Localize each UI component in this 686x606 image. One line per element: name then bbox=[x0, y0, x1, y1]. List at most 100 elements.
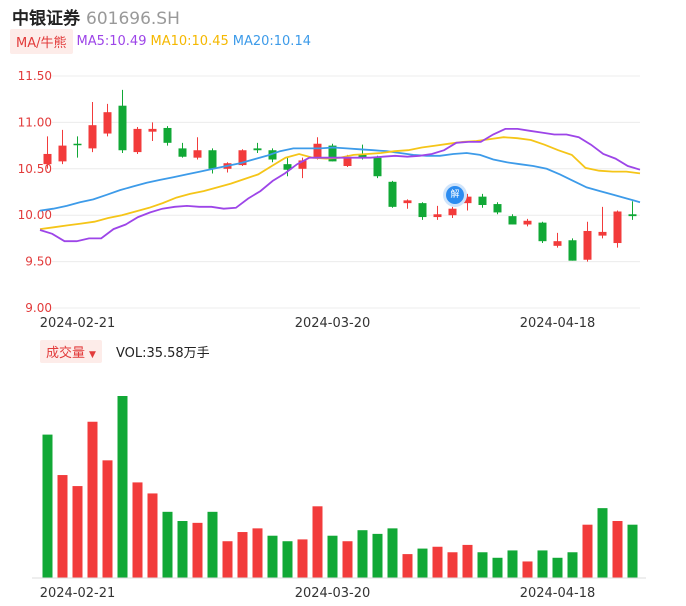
volume-bar bbox=[132, 482, 143, 578]
candle-body bbox=[43, 153, 52, 165]
candle-body bbox=[493, 204, 502, 213]
volume-bar bbox=[357, 530, 368, 578]
candle-body bbox=[283, 164, 292, 170]
volume-bar bbox=[462, 544, 473, 578]
volume-bar bbox=[597, 508, 608, 578]
candle-body bbox=[358, 154, 367, 158]
candle-body bbox=[628, 214, 637, 217]
candle-body bbox=[583, 230, 592, 260]
volume-legend: 成交量 ▼ VOL:35.58万手 bbox=[40, 339, 210, 363]
ma5-label: MA5:10.49 bbox=[76, 33, 147, 49]
volume-bar bbox=[417, 548, 428, 578]
volume-x-tick-label: 2024-03-20 bbox=[295, 586, 371, 601]
volume-bar bbox=[237, 532, 248, 578]
volume-bar bbox=[477, 552, 488, 578]
volume-x-tick-label: 2024-04-18 bbox=[520, 586, 596, 601]
candle-body bbox=[73, 143, 82, 146]
candle-body bbox=[58, 145, 67, 162]
volume-bar bbox=[222, 541, 233, 578]
candle-body bbox=[148, 128, 157, 132]
volume-bar bbox=[567, 552, 578, 578]
candle-body bbox=[553, 241, 562, 246]
stock-code: 601696.SH bbox=[86, 9, 180, 29]
candle-body bbox=[88, 125, 97, 149]
volume-bar bbox=[117, 396, 128, 578]
candle-body bbox=[343, 157, 352, 167]
volume-bar bbox=[72, 486, 83, 578]
candle-body bbox=[298, 160, 307, 169]
y-tick-label: 10.50 bbox=[18, 162, 52, 176]
volume-bar bbox=[87, 421, 98, 578]
candle-body bbox=[448, 208, 457, 216]
ma5-line bbox=[39, 127, 641, 243]
candle-body bbox=[373, 157, 382, 177]
candle-body bbox=[523, 220, 532, 225]
volume-bar bbox=[372, 533, 383, 578]
volume-bar bbox=[447, 552, 458, 578]
x-tick-label: 2024-03-20 bbox=[295, 316, 371, 331]
volume-bar bbox=[162, 511, 173, 578]
volume-bar bbox=[387, 528, 398, 578]
x-tick-label: 2024-04-18 bbox=[520, 316, 596, 331]
candle-body bbox=[613, 211, 622, 244]
volume-bar bbox=[147, 493, 158, 578]
y-tick-label: 11.00 bbox=[18, 115, 52, 129]
volume-bar bbox=[42, 434, 53, 578]
candle-body bbox=[433, 214, 442, 218]
volume-bar bbox=[312, 506, 323, 578]
volume-bar bbox=[612, 521, 623, 578]
candle-body bbox=[193, 150, 202, 158]
volume-selector[interactable]: 成交量 ▼ bbox=[40, 339, 102, 363]
candle-body bbox=[313, 143, 322, 158]
ma-legend: MA/牛熊 MA5:10.49 MA10:10.45 MA20:10.14 bbox=[10, 28, 315, 54]
volume-bar bbox=[57, 475, 68, 578]
volume-bar bbox=[207, 511, 218, 578]
candle-body bbox=[118, 105, 127, 151]
candle-body bbox=[508, 216, 517, 225]
volume-bar bbox=[282, 541, 293, 578]
volume-bar bbox=[627, 524, 638, 578]
candle-body bbox=[103, 112, 112, 134]
volume-bar bbox=[327, 535, 338, 578]
volume-bar bbox=[492, 557, 503, 578]
candle-body bbox=[208, 150, 217, 169]
candle-body bbox=[133, 128, 142, 153]
volume-selector-label: 成交量 bbox=[46, 345, 86, 361]
volume-bar bbox=[267, 535, 278, 578]
ma10-label: MA10:10.45 bbox=[150, 33, 229, 49]
volume-value: VOL:35.58万手 bbox=[115, 345, 210, 361]
candle-body bbox=[268, 150, 277, 160]
candle-body bbox=[568, 240, 577, 261]
candle-body bbox=[418, 203, 427, 218]
candle-body bbox=[463, 196, 472, 204]
volume-bar bbox=[192, 522, 203, 578]
volume-bar bbox=[252, 528, 263, 578]
stock-title: 中银证券 601696.SH bbox=[12, 4, 180, 29]
candle-body bbox=[253, 148, 262, 151]
candle-body bbox=[403, 200, 412, 204]
y-tick-label: 9.50 bbox=[25, 255, 52, 269]
candle-body bbox=[178, 148, 187, 157]
event-badge-icon[interactable]: 解 bbox=[446, 186, 464, 204]
caret-down-icon: ▼ bbox=[89, 349, 96, 360]
volume-bar bbox=[102, 460, 113, 578]
volume-bar bbox=[552, 557, 563, 578]
stock-name: 中银证券 bbox=[12, 9, 80, 29]
volume-bar bbox=[537, 550, 548, 578]
ma20-line bbox=[39, 146, 641, 212]
volume-bar bbox=[522, 561, 533, 578]
indicator-selector[interactable]: MA/牛熊 bbox=[10, 28, 73, 54]
candle-body bbox=[388, 181, 397, 207]
candle-body bbox=[163, 127, 172, 143]
volume-bar bbox=[507, 550, 518, 578]
volume-bar bbox=[402, 554, 413, 578]
y-tick-label: 10.00 bbox=[18, 208, 52, 222]
volume-bar bbox=[432, 546, 443, 578]
volume-bar bbox=[297, 539, 308, 578]
y-tick-label: 11.50 bbox=[18, 69, 52, 83]
candle-body bbox=[538, 222, 547, 242]
y-tick-label: 9.00 bbox=[25, 301, 52, 315]
x-tick-label: 2024-02-21 bbox=[40, 316, 116, 331]
volume-bar bbox=[582, 524, 593, 578]
